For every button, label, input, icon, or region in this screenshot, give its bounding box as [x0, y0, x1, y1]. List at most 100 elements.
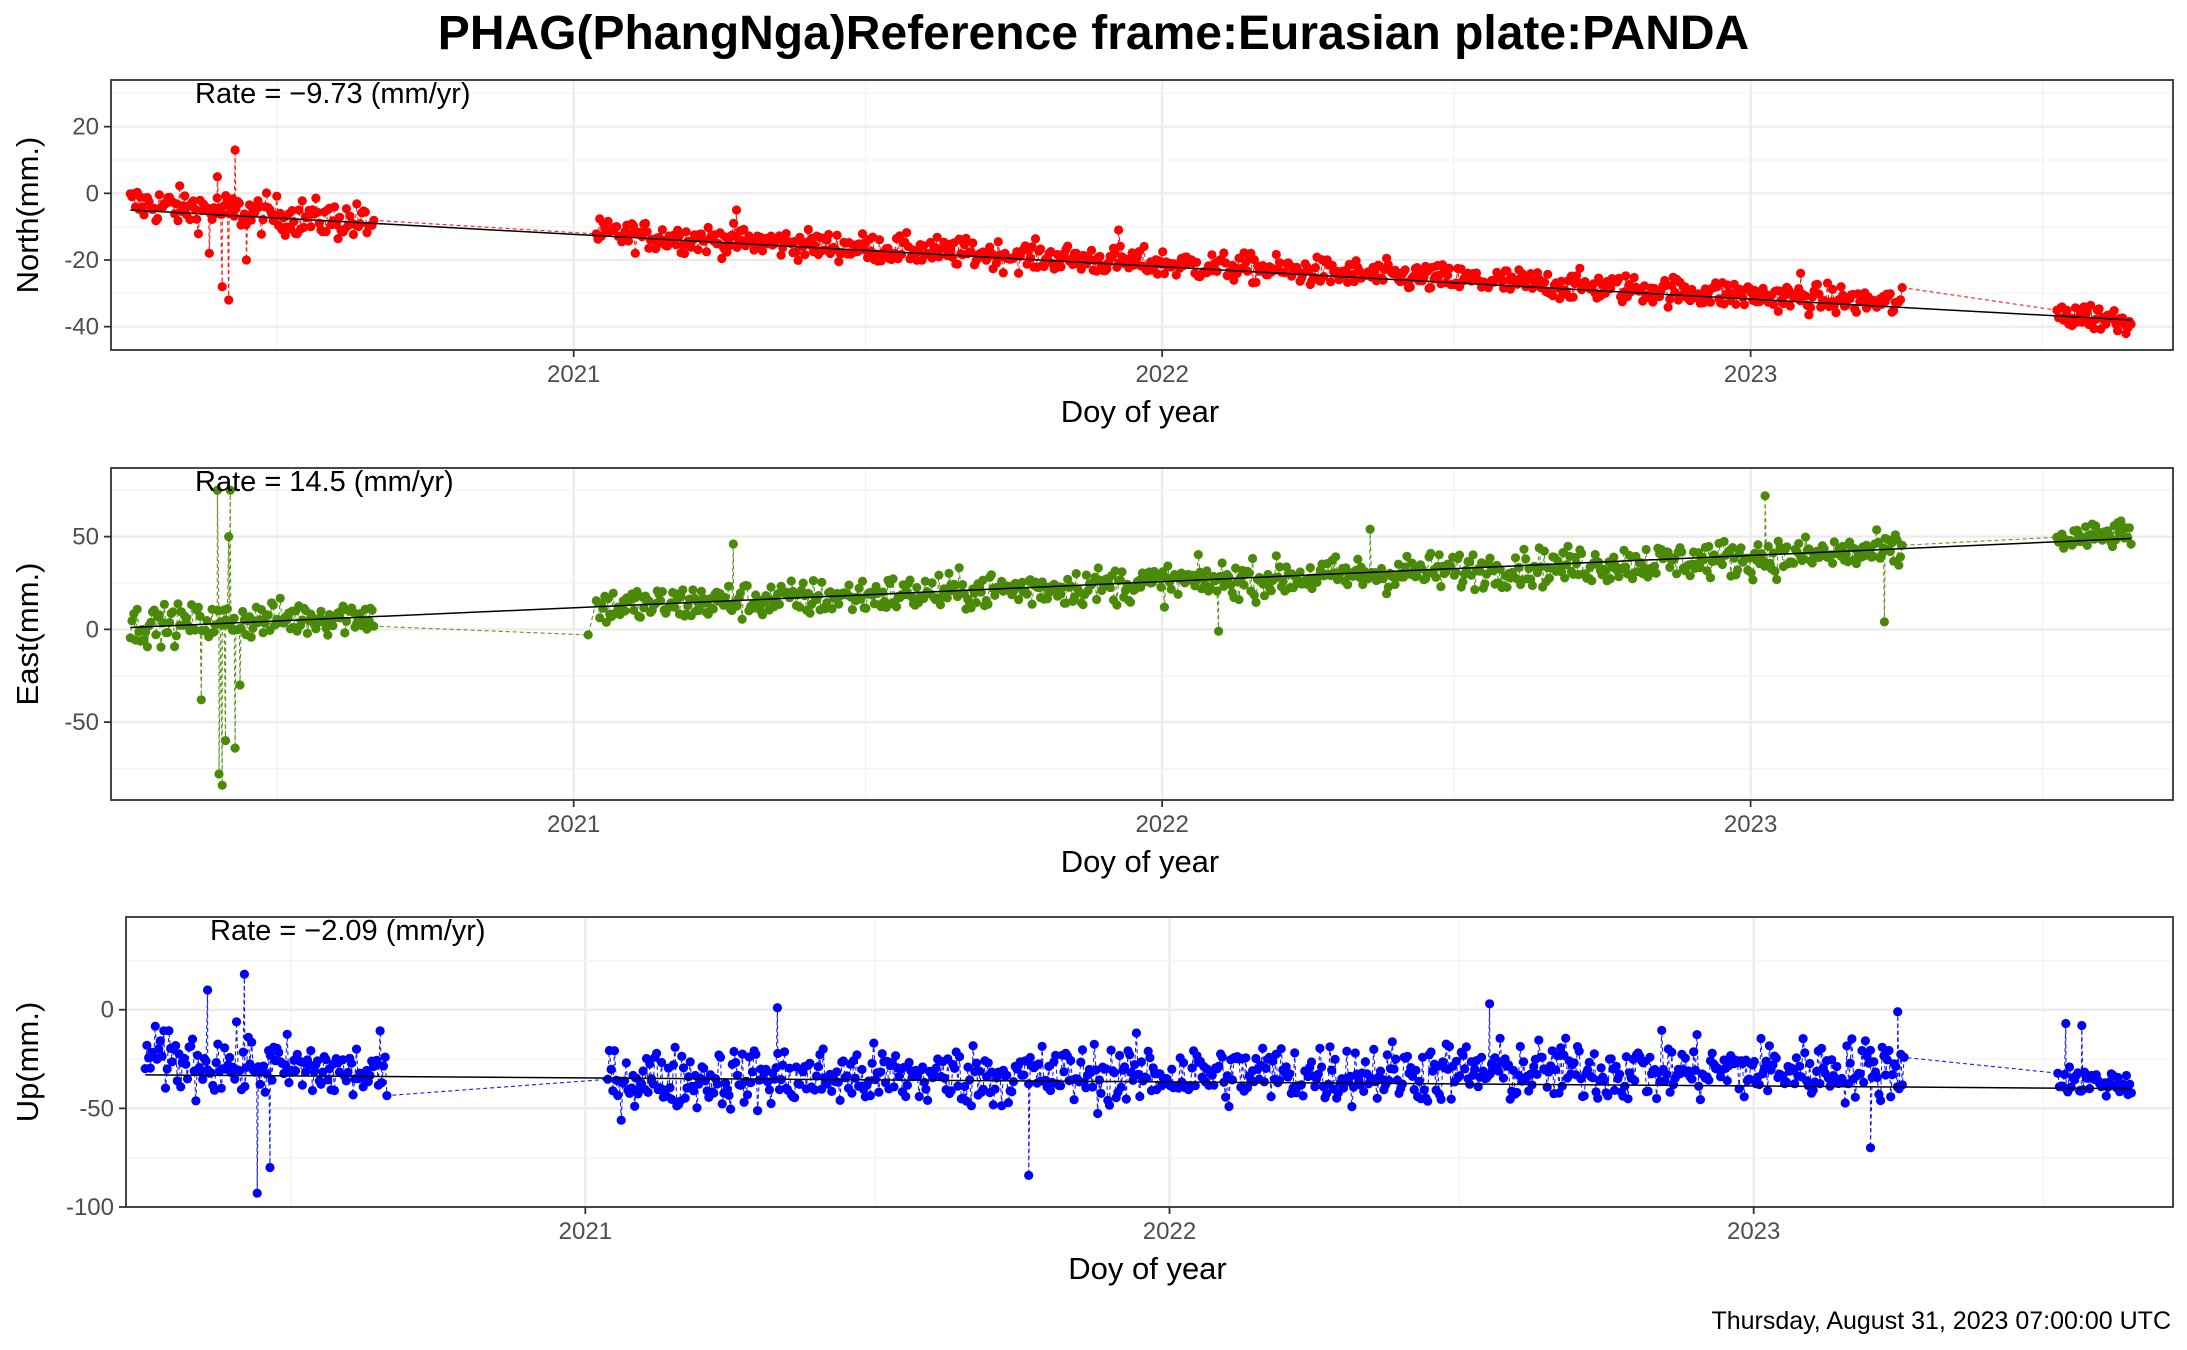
- data-point: [1897, 283, 1907, 293]
- data-point: [921, 1084, 931, 1094]
- data-point: [620, 606, 630, 616]
- data-point: [867, 1058, 877, 1068]
- data-point: [703, 222, 713, 233]
- data-point: [1589, 1049, 1599, 1059]
- data-point: [630, 248, 640, 258]
- data-point: [1887, 1070, 1897, 1080]
- plot-border: [110, 79, 2174, 351]
- data-point: [261, 188, 272, 198]
- data-point: [1224, 1101, 1234, 1112]
- data-point: [1623, 1094, 1633, 1104]
- data-point: [204, 248, 214, 258]
- data-point: [1271, 249, 1281, 260]
- data-point: [209, 627, 219, 637]
- data-point: [2125, 1079, 2135, 1089]
- data-point: [643, 1087, 653, 1097]
- data-point: [145, 1063, 155, 1073]
- data-point: [969, 588, 980, 599]
- data-point: [1066, 1055, 1076, 1066]
- data-point: [2121, 1070, 2131, 1081]
- data-point: [222, 604, 232, 614]
- data-point: [164, 1026, 174, 1036]
- data-point: [766, 582, 776, 592]
- y-tick-label: -50: [79, 1095, 114, 1122]
- data-point: [380, 1052, 390, 1062]
- data-point: [1738, 292, 1748, 302]
- data-point: [944, 568, 954, 579]
- data-point: [1876, 1095, 1886, 1106]
- data-point: [214, 769, 224, 779]
- data-point: [1229, 275, 1239, 285]
- data-point: [966, 1101, 977, 1111]
- data-point: [1027, 242, 1037, 252]
- data-point: [1497, 276, 1507, 286]
- data-point: [306, 1046, 316, 1056]
- data-point: [621, 1058, 631, 1068]
- data-point: [153, 213, 163, 224]
- data-point: [1785, 301, 1795, 311]
- data-point: [193, 602, 203, 612]
- data-point: [241, 255, 251, 265]
- data-point: [1039, 261, 1049, 272]
- data-point: [1885, 289, 1895, 299]
- data-point: [737, 614, 747, 624]
- data-point: [1596, 1063, 1606, 1073]
- data-point: [1502, 266, 1512, 276]
- data-point: [1298, 1091, 1308, 1101]
- x-tick-label: 2021: [547, 361, 600, 388]
- data-point: [1845, 1058, 1855, 1068]
- data-point: [1372, 1093, 1382, 1103]
- data-point: [180, 191, 190, 201]
- data-point: [954, 563, 964, 573]
- data-point: [955, 1052, 965, 1062]
- data-point: [991, 258, 1002, 268]
- x-tick-label: 2023: [1727, 1218, 1780, 1245]
- data-point: [291, 1066, 301, 1076]
- data-point: [1526, 269, 1536, 279]
- data-point: [595, 613, 605, 623]
- data-point: [1498, 1073, 1508, 1083]
- data-point: [583, 630, 593, 640]
- data-point: [1856, 297, 1866, 307]
- data-point: [805, 608, 815, 618]
- data-point: [313, 207, 323, 217]
- data-point: [871, 581, 881, 592]
- data-point: [171, 1041, 181, 1051]
- data-point: [1599, 1075, 1609, 1085]
- data-point: [154, 190, 164, 200]
- y-axis-title: Up(mm.): [10, 1002, 45, 1123]
- data-point: [1274, 1075, 1285, 1085]
- data-point: [267, 1075, 277, 1085]
- data-point: [1872, 1072, 1882, 1083]
- data-point: [352, 199, 362, 209]
- x-tick-label: 2022: [1135, 361, 1188, 388]
- data-point: [998, 268, 1008, 278]
- data-point: [1261, 1063, 1271, 1073]
- data-point: [348, 1090, 358, 1100]
- data-point: [857, 1064, 867, 1075]
- data-point: [1663, 302, 1673, 312]
- y-tick-label: -100: [66, 1194, 114, 1221]
- data-point: [316, 606, 326, 616]
- data-point: [1643, 1086, 1653, 1096]
- data-point: [1402, 1051, 1413, 1061]
- data-point: [220, 736, 231, 746]
- data-point: [1471, 268, 1482, 278]
- data-point: [212, 172, 222, 182]
- data-point: [340, 628, 350, 638]
- data-point: [173, 216, 183, 226]
- data-point: [1019, 1070, 1029, 1080]
- data-point: [1167, 1064, 1177, 1074]
- data-point: [360, 207, 370, 217]
- data-point: [1350, 1048, 1360, 1058]
- data-point: [1003, 1098, 1014, 1108]
- data-point: [1330, 1054, 1340, 1064]
- data-point: [1865, 1045, 1875, 1055]
- data-point: [330, 202, 340, 212]
- data-point: [1310, 263, 1320, 273]
- data-point: [729, 1046, 739, 1057]
- data-point: [1662, 1070, 1672, 1080]
- data-point: [1077, 1045, 1088, 1055]
- data-point: [709, 1088, 719, 1098]
- data-point: [1370, 267, 1380, 278]
